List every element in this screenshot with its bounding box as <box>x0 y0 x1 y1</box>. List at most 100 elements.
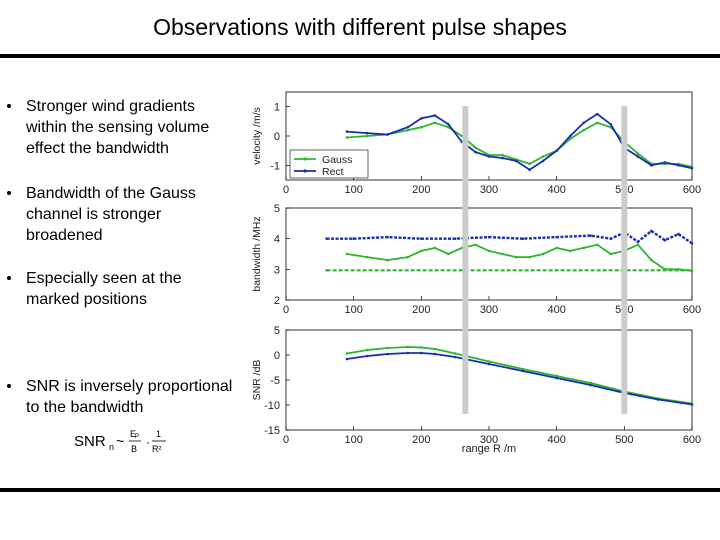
data-point <box>636 155 640 158</box>
data-point <box>650 258 653 262</box>
data-point <box>582 121 586 125</box>
bullet-line: SNR is inversely proportional <box>26 378 233 395</box>
data-point <box>447 122 450 126</box>
x-tick-label: 300 <box>480 304 498 316</box>
x-axis-label: range R /m <box>462 443 516 455</box>
series-line-trace-2 <box>326 229 693 245</box>
data-point <box>650 229 653 233</box>
formula-den1: B <box>131 444 137 454</box>
data-point <box>677 164 680 167</box>
data-point <box>555 374 558 378</box>
bottom-rule <box>0 488 720 492</box>
data-point <box>487 155 491 158</box>
bullet-snr: SNR is inversely proportional to the ban… <box>6 376 233 418</box>
x-tick-label: 400 <box>547 434 565 446</box>
formula-dot: · <box>146 435 150 449</box>
data-point <box>501 153 504 157</box>
data-point <box>365 255 369 259</box>
bullet-line: within the sensing volume <box>26 119 210 136</box>
data-point <box>453 352 457 355</box>
data-point <box>447 252 450 256</box>
data-point <box>406 351 410 355</box>
data-point <box>636 152 640 155</box>
x-tick-label: 600 <box>683 434 701 446</box>
x-tick-label: 400 <box>547 184 565 196</box>
chart-panel-3: 0 100 200 300 400 500 600 5 0 -5 -10 -15 SNR /dB rang… <box>251 325 701 455</box>
bullet-line: Bandwidth of the Gauss <box>26 185 196 202</box>
data-point <box>420 237 423 240</box>
formula-num1-sub: P <box>135 434 139 440</box>
bullet-line: channel is stronger <box>26 206 162 223</box>
formula-den2: R² <box>152 444 162 454</box>
data-point <box>690 268 694 272</box>
data-point <box>453 355 457 359</box>
y-tick-label: -1 <box>270 160 280 172</box>
data-point <box>433 121 437 125</box>
data-point <box>386 352 389 356</box>
data-point <box>406 125 410 129</box>
x-tick-label: 400 <box>547 304 565 316</box>
data-point <box>636 240 640 244</box>
bullet-line: Stronger wind gradients <box>26 98 195 115</box>
data-point <box>345 136 349 139</box>
x-tick-label: 200 <box>412 184 430 196</box>
legend-marker <box>303 157 307 161</box>
data-point <box>406 255 410 259</box>
data-point <box>541 159 545 163</box>
y-tick-label: 5 <box>274 325 280 337</box>
x-tick-label: 100 <box>344 304 362 316</box>
bullet-line: Especially seen at the <box>26 270 182 287</box>
formula-op: ~ <box>116 433 124 449</box>
data-point <box>663 161 667 164</box>
data-point <box>433 114 437 117</box>
y-axis-label: bandwidth /MHz <box>251 216 263 291</box>
data-point <box>528 255 531 259</box>
data-point <box>365 348 369 352</box>
data-point <box>589 234 592 237</box>
data-point <box>420 351 423 355</box>
x-tick-label: 0 <box>283 304 289 316</box>
bullet-gauss-bandwidth: Bandwidth of the Gauss channel is strong… <box>7 183 196 246</box>
x-tick-label: 200 <box>412 434 430 446</box>
data-point <box>474 146 477 150</box>
y-tick-label: 0 <box>274 131 280 143</box>
data-point <box>386 235 389 239</box>
formula-num1: E <box>130 429 136 439</box>
plot-area <box>285 329 693 431</box>
data-point <box>555 149 558 152</box>
y-tick-label: -15 <box>264 425 280 437</box>
x-tick-label: 200 <box>412 304 430 316</box>
data-point <box>345 357 349 361</box>
data-point <box>433 246 437 250</box>
bullet-line: to the bandwidth <box>26 399 144 416</box>
x-tick-label: 500 <box>615 434 633 446</box>
data-point <box>352 237 355 240</box>
y-axis-label: SNR /dB <box>251 360 263 401</box>
data-point <box>521 367 525 371</box>
data-point <box>501 252 504 256</box>
data-point <box>656 398 660 401</box>
data-point <box>345 352 349 355</box>
data-point <box>474 243 477 247</box>
data-point <box>514 255 518 259</box>
data-point <box>345 252 349 256</box>
data-point <box>521 237 525 240</box>
bullet-line: marked positions <box>26 291 147 308</box>
data-point <box>609 237 613 240</box>
x-tick-label: 300 <box>480 434 498 446</box>
x-tick-label: 0 <box>283 184 289 196</box>
data-point <box>501 156 504 160</box>
data-point <box>386 133 389 136</box>
y-tick-label: -10 <box>264 400 280 412</box>
x-tick-label: 300 <box>480 184 498 196</box>
data-point <box>406 128 410 132</box>
data-point <box>325 268 328 272</box>
data-point <box>528 162 531 166</box>
data-point <box>474 150 477 154</box>
data-point <box>568 134 572 138</box>
data-point <box>541 155 545 158</box>
x-tick-label: 600 <box>683 304 701 316</box>
y-tick-label: -5 <box>270 375 280 387</box>
y-tick-label: 3 <box>274 264 280 276</box>
